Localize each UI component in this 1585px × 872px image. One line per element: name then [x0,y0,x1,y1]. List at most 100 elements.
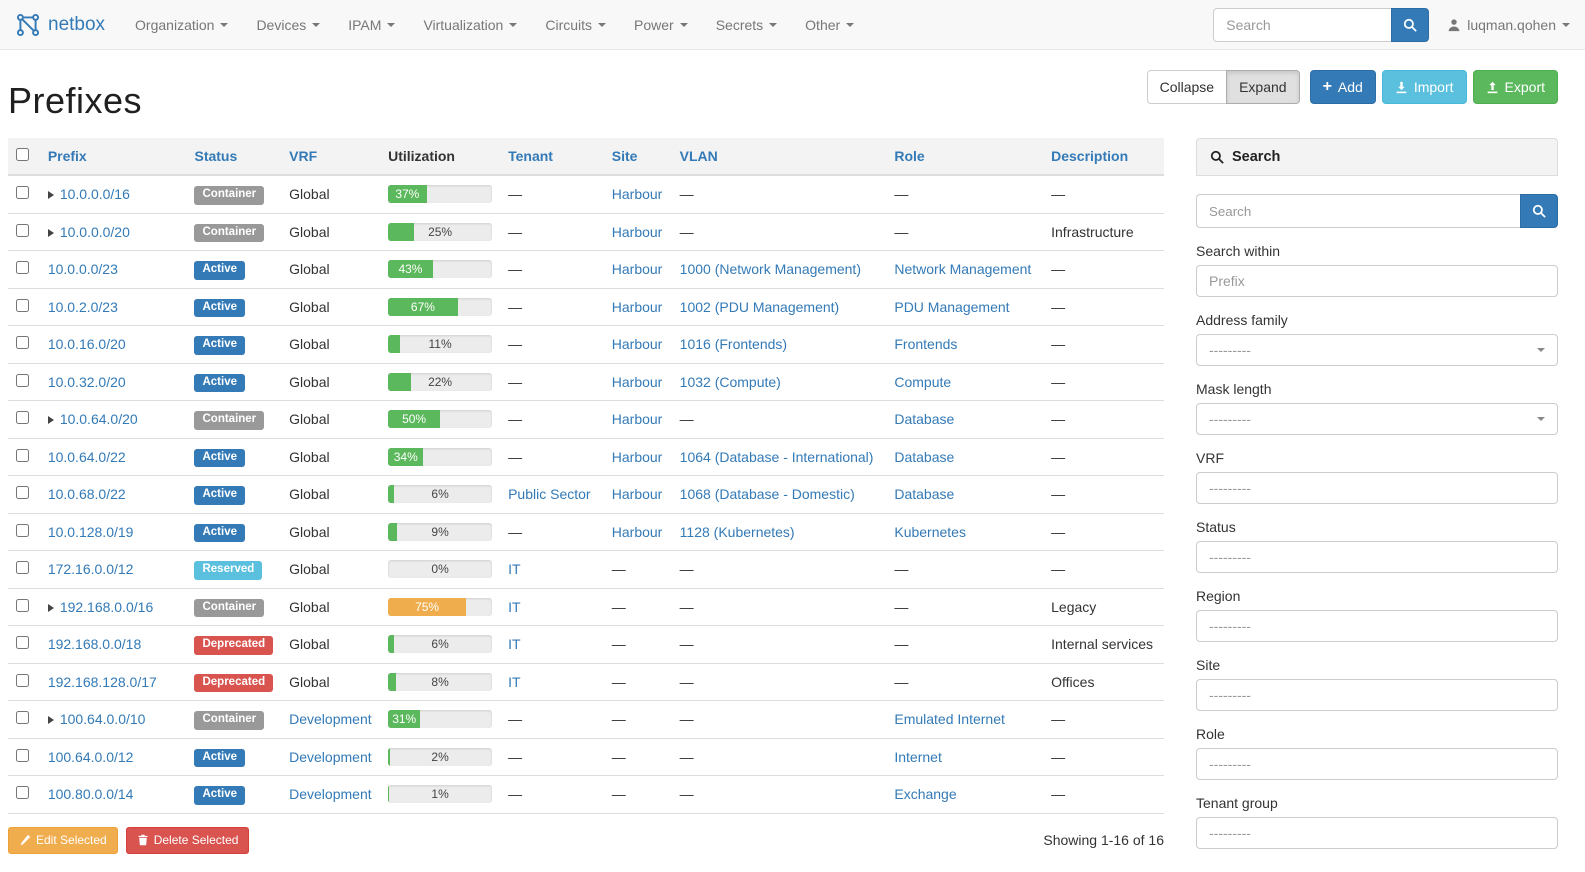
nav-item-other[interactable]: Other [791,0,868,49]
prefix-link[interactable]: 10.0.32.0/20 [47,373,126,390]
role-link[interactable]: Database [894,448,955,465]
filter-input-region[interactable] [1196,610,1558,642]
prefix-link[interactable]: 10.0.0.0/20 [59,223,130,240]
role-link[interactable]: Emulated Internet [894,711,1005,728]
filter-input-status[interactable] [1196,541,1558,573]
filter-input-role[interactable] [1196,748,1558,780]
filter-input-tenant-group[interactable] [1196,817,1558,849]
site-link[interactable]: Harbour [611,261,663,278]
row-checkbox[interactable] [16,486,29,500]
role-link[interactable]: Database [894,486,955,503]
expand-arrow-icon[interactable] [47,228,54,237]
site-link[interactable]: Harbour [611,373,663,390]
prefix-link[interactable]: 10.0.16.0/20 [47,336,126,353]
delete-selected-button[interactable]: Delete Selected [125,826,250,854]
prefix-link[interactable]: 10.0.68.0/22 [47,486,126,503]
expand-arrow-icon[interactable] [47,416,54,425]
vrf-link[interactable]: Development [289,786,372,803]
filter-input-vrf[interactable] [1196,472,1558,504]
prefix-link[interactable]: 10.0.2.0/23 [47,298,118,315]
site-link[interactable]: Harbour [611,523,663,540]
prefix-link[interactable]: 192.168.0.0/16 [59,598,154,615]
column-header-prefix[interactable]: Prefix [39,138,187,176]
role-link[interactable]: Frontends [894,336,958,353]
vlan-link[interactable]: 1016 (Frontends) [679,336,788,353]
vrf-link[interactable]: Development [289,711,372,728]
vlan-link[interactable]: 1032 (Compute) [679,373,781,390]
site-link[interactable]: Harbour [611,298,663,315]
prefix-link[interactable]: 172.16.0.0/12 [47,561,134,578]
row-checkbox[interactable] [16,748,29,762]
filter-select-address-family[interactable]: --------- [1196,334,1558,366]
role-link[interactable]: Network Management [894,261,1032,278]
site-link[interactable]: Harbour [611,448,663,465]
sidebar-search-input[interactable] [1196,194,1520,228]
vlan-link[interactable]: 1002 (PDU Management) [679,298,840,315]
row-checkbox[interactable] [16,711,29,725]
role-link[interactable]: PDU Management [894,298,1010,315]
sidebar-search-button[interactable] [1520,194,1558,228]
row-checkbox[interactable] [16,448,29,462]
select-all-checkbox[interactable] [16,148,29,161]
edit-selected-button[interactable]: Edit Selected [8,826,118,854]
vlan-link[interactable]: 1000 (Network Management) [679,261,861,278]
row-checkbox[interactable] [16,673,29,687]
site-link[interactable]: Harbour [611,411,663,428]
column-header-tenant[interactable]: Tenant [500,138,604,176]
column-header-description[interactable]: Description [1043,138,1164,176]
row-checkbox[interactable] [16,261,29,275]
netbox-logo[interactable]: netbox [15,12,105,38]
prefix-link[interactable]: 100.64.0.0/10 [59,711,146,728]
tenant-link[interactable]: IT [508,673,521,690]
nav-item-virtualization[interactable]: Virtualization [409,0,531,49]
role-link[interactable]: Internet [894,748,942,765]
tenant-link[interactable]: Public Sector [508,486,591,503]
column-header-site[interactable]: Site [603,138,672,176]
nav-item-power[interactable]: Power [620,0,702,49]
prefix-link[interactable]: 10.0.0.0/16 [59,186,130,203]
prefix-link[interactable]: 10.0.64.0/22 [47,448,126,465]
row-checkbox[interactable] [16,186,29,200]
nav-item-secrets[interactable]: Secrets [702,0,791,49]
column-header-role[interactable]: Role [886,138,1044,176]
expand-arrow-icon[interactable] [47,603,54,612]
row-checkbox[interactable] [16,561,29,575]
navbar-search-button[interactable] [1391,7,1430,42]
expand-arrow-icon[interactable] [47,716,54,725]
role-link[interactable]: Database [894,411,955,428]
row-checkbox[interactable] [16,636,29,650]
prefix-link[interactable]: 10.0.64.0/20 [59,411,138,428]
filter-select-mask-length[interactable]: --------- [1196,403,1558,435]
row-checkbox[interactable] [16,336,29,350]
row-checkbox[interactable] [16,523,29,537]
user-menu[interactable]: luqman.qohen [1447,17,1570,33]
prefix-link[interactable]: 10.0.128.0/19 [47,523,134,540]
row-checkbox[interactable] [16,298,29,312]
site-link[interactable]: Harbour [611,486,663,503]
role-link[interactable]: Compute [894,373,952,390]
column-header-vlan[interactable]: VLAN [671,138,887,176]
expand-button[interactable]: Expand [1226,70,1300,104]
nav-item-organization[interactable]: Organization [121,0,242,49]
prefix-link[interactable]: 100.64.0.0/12 [47,748,134,765]
tenant-link[interactable]: IT [508,636,521,653]
collapse-button[interactable]: Collapse [1146,70,1228,104]
nav-item-devices[interactable]: Devices [242,0,334,49]
vrf-link[interactable]: Development [289,748,372,765]
tenant-link[interactable]: IT [508,561,521,578]
add-button[interactable]: + Add [1309,70,1376,104]
column-header-status[interactable]: Status [186,138,282,176]
navbar-search-input[interactable] [1213,7,1392,42]
filter-input-search-within[interactable] [1196,265,1558,297]
role-link[interactable]: Kubernetes [894,523,966,540]
column-header-vrf[interactable]: VRF [281,138,381,176]
site-link[interactable]: Harbour [611,336,663,353]
expand-arrow-icon[interactable] [47,191,54,200]
row-checkbox[interactable] [16,223,29,237]
import-button[interactable]: Import [1381,70,1467,104]
export-button[interactable]: Export [1472,70,1558,104]
row-checkbox[interactable] [16,598,29,612]
prefix-link[interactable]: 192.168.128.0/17 [47,673,157,690]
vlan-link[interactable]: 1064 (Database - International) [679,448,874,465]
prefix-link[interactable]: 192.168.0.0/18 [47,636,142,653]
